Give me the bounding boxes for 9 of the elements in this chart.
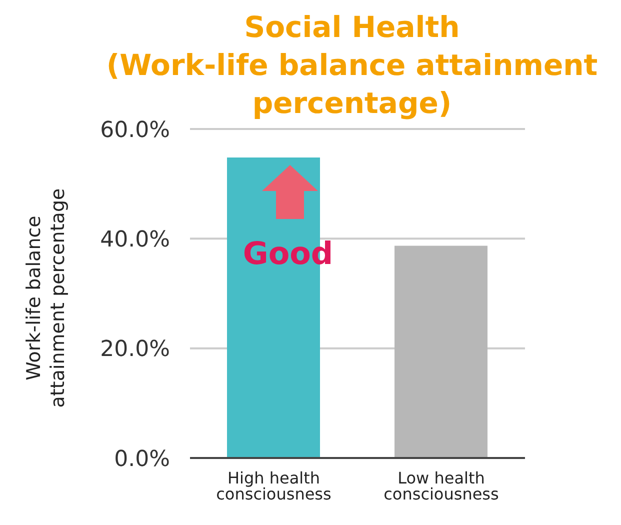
y-axis-title: Work-life balance attainment percentage xyxy=(22,187,70,410)
x-tick-label: High health consciousness xyxy=(216,468,332,504)
chart-title: Social Health xyxy=(243,9,461,46)
y-tick-label: 40.0% xyxy=(100,227,170,252)
y-tick-label: 20.0% xyxy=(100,337,170,362)
chart-subtitle: (Work-life balance attainment percentage) xyxy=(106,48,598,120)
x-tick-label: Low health consciousness xyxy=(384,468,499,504)
y-tick-label: 0.0% xyxy=(114,446,170,472)
y-tick-label: 60.0% xyxy=(100,118,170,143)
